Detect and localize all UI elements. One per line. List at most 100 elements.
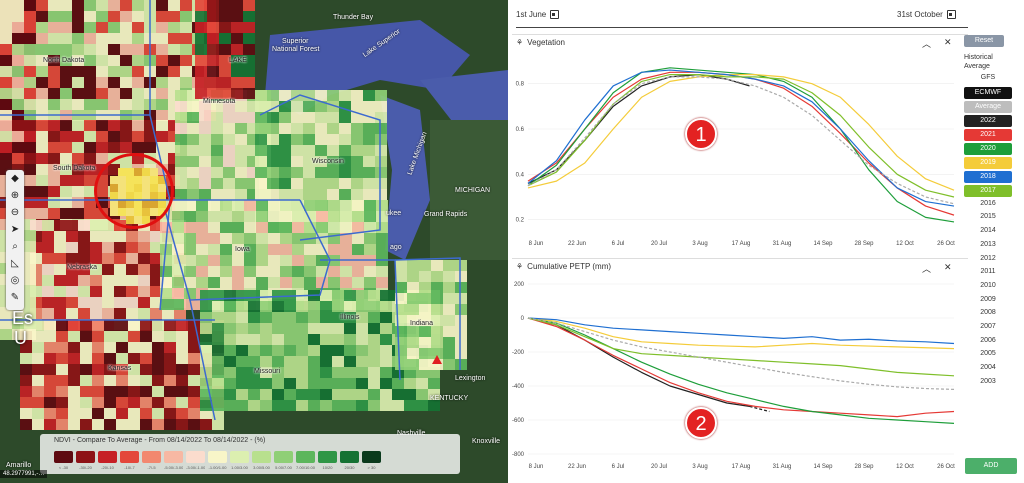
series-line-2020 — [527, 67, 955, 223]
year-option-2003[interactable]: 2003 — [980, 377, 996, 385]
year-option-2010[interactable]: 2010 — [980, 281, 996, 289]
x-tick-label: 31 Aug — [773, 464, 792, 470]
x-tick-label: 12 Oct — [896, 464, 914, 470]
collapse-icon[interactable]: ︿ — [922, 39, 932, 49]
average-button[interactable]: Average — [964, 100, 1012, 113]
map-label-lake: LAKE — [229, 57, 247, 64]
x-tick-label: 31 Aug — [773, 241, 792, 247]
year-option-2009[interactable]: 2009 — [980, 295, 996, 303]
y-tick-label: 0.6 — [516, 127, 525, 133]
year-option-2014[interactable]: 2014 — [980, 227, 996, 235]
map-label-amarillo: Amarillo — [6, 462, 32, 469]
year-option-2004[interactable]: 2004 — [980, 364, 996, 372]
series-line-2020 — [527, 317, 955, 424]
legend-swatches — [54, 451, 381, 463]
year-option-2016[interactable]: 2016 — [980, 199, 996, 207]
plant-icon: ⚘ — [516, 262, 524, 271]
ndvi-map[interactable]: Thunder Bay Superior National Forest Lak… — [0, 0, 508, 483]
map-label-fragment-es: Es — [12, 308, 34, 328]
end-date[interactable]: 31st October — [897, 10, 956, 19]
y-tick-label: 0 — [521, 316, 525, 322]
draw-icon[interactable]: ✎ — [10, 292, 20, 303]
legend-swatch — [252, 451, 271, 463]
map-label-illinois: Illinois — [340, 314, 360, 321]
year-button-2020[interactable]: 2020 — [964, 142, 1012, 155]
zoom-out-icon[interactable]: ⊖ — [10, 207, 20, 218]
legend-swatch — [208, 451, 227, 463]
petp-title: Cumulative PETP (mm) — [527, 262, 612, 271]
map-toolbar: ◆ ⊕ ⊖ ➤ ⌕ ◺ ◎ ✎ — [6, 170, 24, 310]
active-years-list: 2022 2021 2020 2019 2018 2017 — [964, 114, 1020, 197]
legend-swatch — [318, 451, 337, 463]
y-tick-label: 0.2 — [516, 218, 525, 224]
map-label-grand-rapids: Grand Rapids — [424, 211, 468, 218]
plain-years-list: 2016 2015 2014 2013 2012 2011 2010 2009 2008 2007… — [964, 197, 1020, 389]
x-tick-label: 6 Jul — [612, 241, 625, 247]
petp-panel-title: ⚘ Cumulative PETP (mm) — [516, 262, 611, 271]
vegetation-chart[interactable]: 0.2 0.4 0.6 0.8 8 Jun 22 Jun 6 Jul 20 Jul 3 Aug 1… — [508, 55, 964, 255]
map-label-fragment-u: U — [14, 328, 27, 348]
gfs-option[interactable]: GFS — [980, 74, 996, 81]
map-label-nebraska: Nebraska — [67, 264, 97, 271]
year-option-2008[interactable]: 2008 — [980, 309, 996, 317]
zoom-in-icon[interactable]: ⊕ — [10, 190, 20, 201]
map-label-lexington: Lexington — [455, 375, 486, 382]
collapse-icon[interactable]: ︿ — [922, 264, 932, 274]
x-tick-label: 26 Oct — [937, 464, 955, 470]
map-label-north-dakota: North Dakota — [43, 57, 85, 64]
year-button-2018[interactable]: 2018 — [964, 170, 1012, 183]
y-tick-label: -800 — [512, 452, 525, 458]
year-sidebar: Reset Historical Average GFS ECMWF Avera… — [964, 35, 1020, 389]
close-icon[interactable]: ✕ — [944, 37, 952, 47]
map-label-missouri: Missouri — [254, 368, 281, 375]
x-tick-label: 20 Jul — [651, 464, 667, 470]
map-canvas[interactable] — [0, 0, 508, 483]
search-icon[interactable]: ⌕ — [12, 241, 18, 252]
highlight-circle — [94, 153, 174, 229]
date-range-slider[interactable] — [516, 27, 968, 28]
year-option-2005[interactable]: 2005 — [980, 350, 996, 358]
year-option-2015[interactable]: 2015 — [980, 213, 996, 221]
ecmwf-button[interactable]: ECMWF — [964, 86, 1012, 99]
close-icon[interactable]: ✕ — [944, 262, 952, 272]
year-button-2022[interactable]: 2022 — [964, 114, 1012, 127]
coordinate-readout: 48.2977991,-… — [0, 470, 48, 478]
vegetation-title: Vegetation — [527, 38, 565, 47]
year-option-2007[interactable]: 2007 — [980, 323, 996, 331]
pointer-icon[interactable]: ➤ — [10, 224, 20, 235]
calendar-icon[interactable] — [550, 10, 560, 19]
legend-swatch-label: -20/-10 — [101, 465, 114, 470]
plant-icon: ⚘ — [516, 38, 524, 47]
year-option-2006[interactable]: 2006 — [980, 336, 996, 344]
reset-button[interactable]: Reset — [964, 35, 1004, 47]
calendar-icon[interactable] — [946, 10, 956, 19]
start-date-label: 1st June — [516, 10, 547, 19]
year-option-2012[interactable]: 2012 — [980, 254, 996, 262]
year-option-2011[interactable]: 2011 — [980, 268, 996, 276]
year-option-2013[interactable]: 2013 — [980, 240, 996, 248]
petp-chart[interactable]: 200 0 -200 -400 -600 -800 8 Jun 22 Jun 6 Jul 20 J… — [508, 278, 964, 478]
map-label-milwaukee: ukee — [386, 210, 402, 217]
x-tick-label: 8 Jun — [529, 464, 544, 470]
year-button-2021[interactable]: 2021 — [964, 128, 1012, 141]
series-line-2022 — [527, 317, 750, 407]
measure-icon[interactable]: ◺ — [11, 258, 19, 269]
legend-swatch-label: > 30 — [367, 465, 376, 470]
y-tick-label: -400 — [512, 384, 525, 390]
layers-icon[interactable]: ◆ — [11, 173, 19, 184]
map-label-michigan: MICHIGAN — [455, 187, 490, 194]
start-date[interactable]: 1st June — [516, 10, 560, 19]
x-tick-label: 22 Jun — [568, 464, 586, 470]
year-button-2019[interactable]: 2019 — [964, 156, 1012, 169]
map-label-kansas: Kansas — [108, 365, 132, 372]
legend-swatch — [120, 451, 139, 463]
x-tick-label: 28 Sep — [854, 241, 874, 247]
x-tick-label: 28 Sep — [854, 464, 874, 470]
target-icon[interactable]: ◎ — [10, 275, 20, 286]
y-tick-label: -600 — [512, 418, 525, 424]
y-tick-label: 0.8 — [516, 82, 525, 88]
x-tick-label: 20 Jul — [651, 241, 667, 247]
year-button-2017[interactable]: 2017 — [964, 184, 1012, 197]
add-button[interactable]: ADD — [965, 458, 1017, 474]
series-line-2017 — [527, 74, 955, 198]
